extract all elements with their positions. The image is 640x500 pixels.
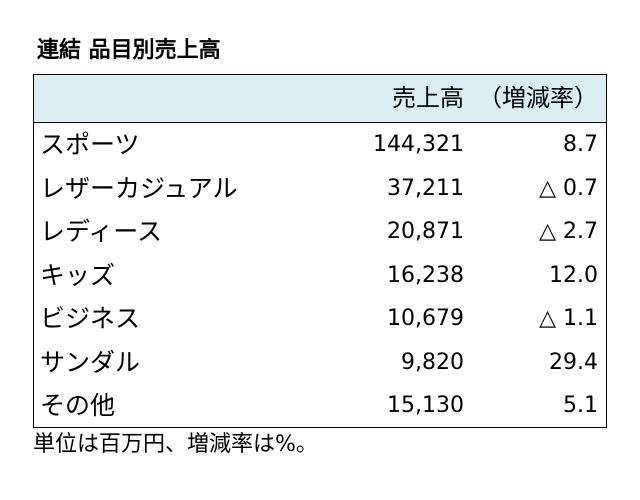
change-rate-value: 5.1 <box>563 393 598 418</box>
item-name: スポーツ <box>40 130 140 159</box>
sales-value: 10,679 <box>387 306 464 331</box>
header-sales: 売上高 <box>392 84 464 112</box>
change-rate-value: 12.0 <box>549 262 598 288</box>
table-title: 連結 品目別売上高 <box>37 38 221 63</box>
table-row: サンダル 9,820 29.4 <box>34 341 606 385</box>
table-body: スポーツ 144,321 8.7 レザーカジュアル 37,211 △ 0.7 レ… <box>34 123 606 428</box>
item-name: その他 <box>40 391 116 420</box>
change-rate-value: △ 1.1 <box>539 306 598 331</box>
sales-value: 16,238 <box>387 262 464 288</box>
sales-by-item-table: 売上高 （増減率） スポーツ 144,321 8.7 レザーカジュアル 37,2… <box>33 74 607 428</box>
item-name: レザーカジュアル <box>40 173 238 203</box>
item-name: サンダル <box>40 347 141 377</box>
sales-value: 15,130 <box>387 393 464 418</box>
sales-value: 37,211 <box>387 175 464 201</box>
change-rate-value: 8.7 <box>563 132 598 157</box>
sales-value: 144,321 <box>373 132 464 157</box>
item-name: キッズ <box>40 260 116 290</box>
unit-footnote: 単位は百万円、増減率は%。 <box>33 432 318 457</box>
item-name: ビジネス <box>40 304 141 333</box>
change-rate-value: △ 2.7 <box>539 219 598 244</box>
change-rate-value: △ 0.7 <box>539 175 598 201</box>
table-header-row: 売上高 （増減率） <box>34 75 606 123</box>
table-row: その他 15,130 5.1 <box>34 384 606 428</box>
table-row: スポーツ 144,321 8.7 <box>34 123 606 167</box>
table-row: ビジネス 10,679 △ 1.1 <box>34 297 606 341</box>
table-row: レザーカジュアル 37,211 △ 0.7 <box>34 167 606 211</box>
table-row: レディース 20,871 △ 2.7 <box>34 210 606 254</box>
table-row: キッズ 16,238 12.0 <box>34 254 606 298</box>
header-change-rate: （増減率） <box>478 84 598 112</box>
item-name: レディース <box>40 217 163 246</box>
change-rate-value: 29.4 <box>549 349 598 375</box>
sales-value: 20,871 <box>387 219 464 244</box>
sales-value: 9,820 <box>401 349 464 375</box>
